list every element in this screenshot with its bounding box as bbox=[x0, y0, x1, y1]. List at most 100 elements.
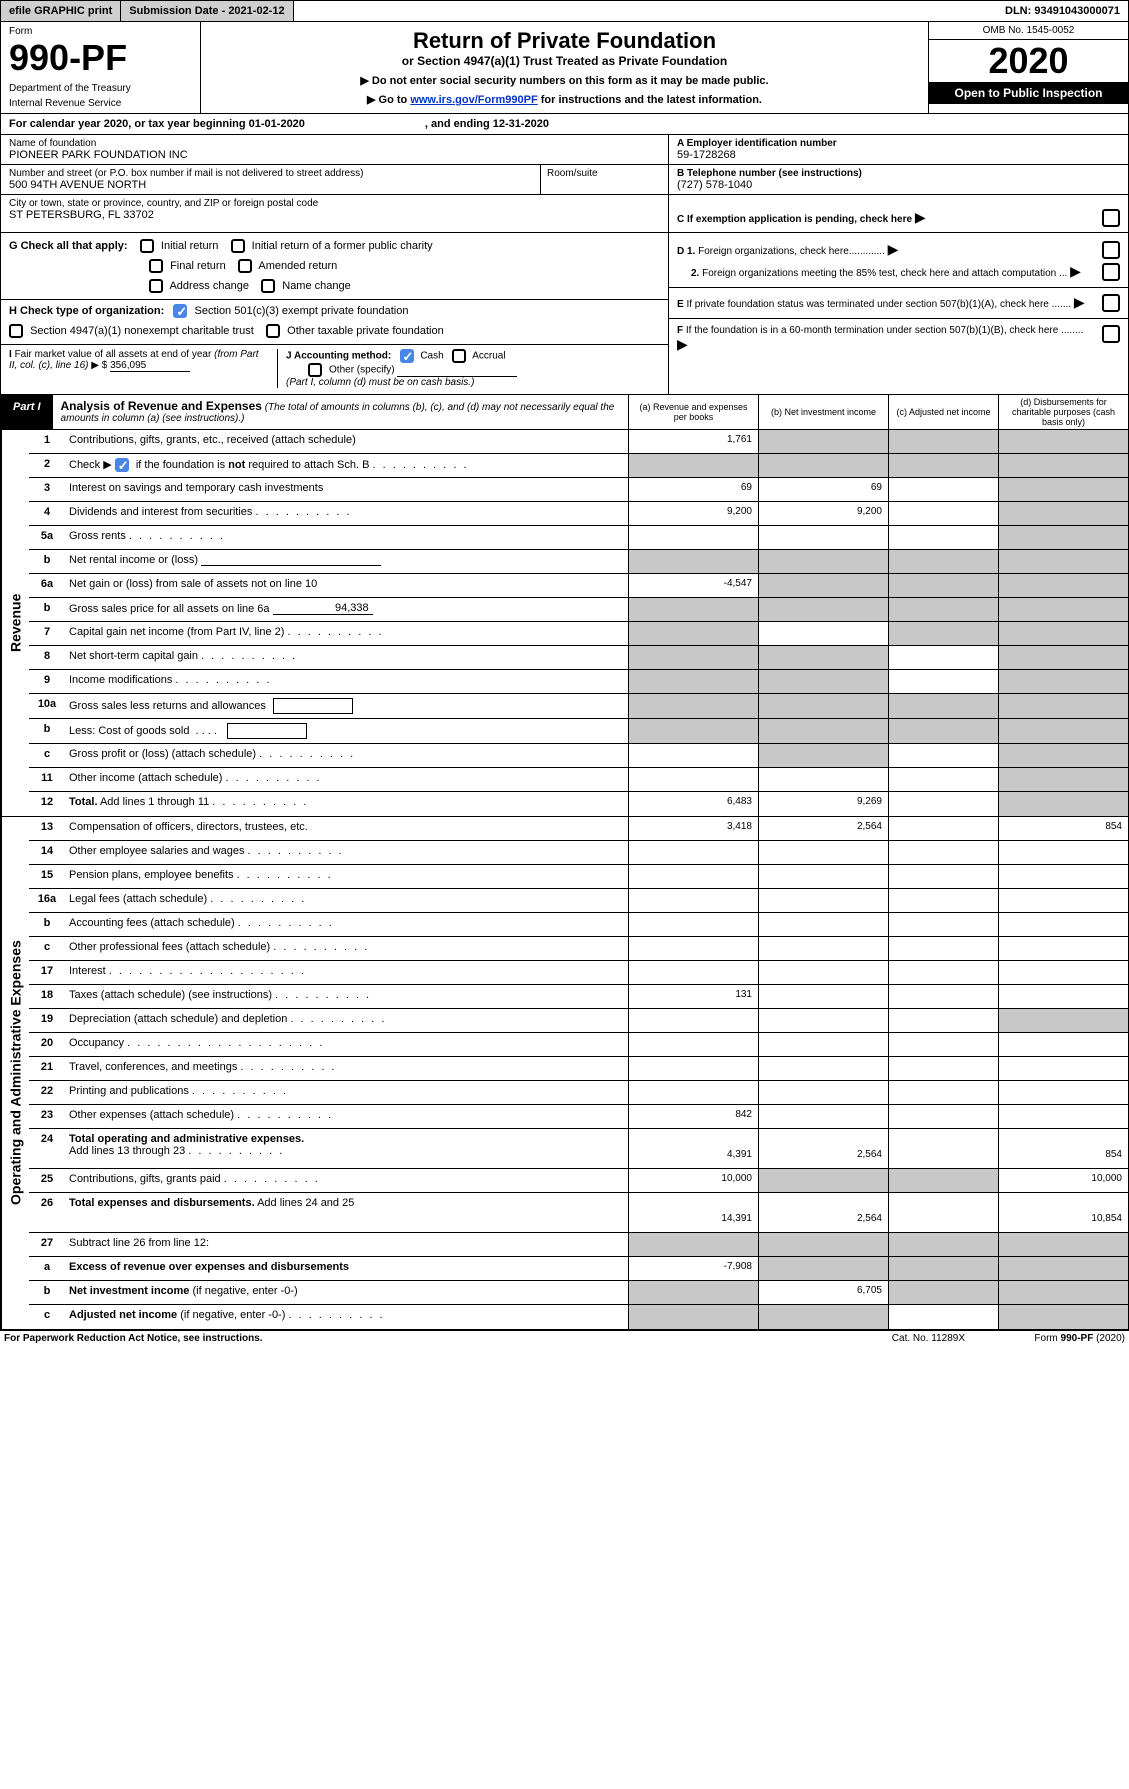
city: ST PETERSBURG, FL 33702 bbox=[9, 209, 660, 221]
fmv-value: 356,095 bbox=[110, 360, 190, 372]
room-label: Room/suite bbox=[547, 168, 660, 179]
address: 500 94TH AVENUE NORTH bbox=[9, 179, 540, 191]
row-8: 8 Net short-term capital gain bbox=[29, 646, 1128, 670]
e-checkbox[interactable] bbox=[1102, 294, 1120, 312]
d1-label: Foreign organizations, check here.......… bbox=[698, 246, 885, 257]
goto-note: ▶ Go to www.irs.gov/Form990PF for instru… bbox=[209, 93, 920, 106]
final-return-checkbox[interactable] bbox=[149, 259, 163, 273]
col-d-header: (d) Disbursements for charitable purpose… bbox=[998, 395, 1128, 429]
j-note: (Part I, column (d) must be on cash basi… bbox=[286, 377, 474, 388]
initial-former-checkbox[interactable] bbox=[231, 239, 245, 253]
d2-label: Foreign organizations meeting the 85% te… bbox=[702, 268, 1067, 279]
row-24: 24 Total operating and administrative ex… bbox=[29, 1129, 1128, 1169]
identification-block: Name of foundation PIONEER PARK FOUNDATI… bbox=[0, 135, 1129, 233]
form-header: Form 990-PF Department of the Treasury I… bbox=[0, 22, 1129, 114]
row-25: 25 Contributions, gifts, grants paid 10,… bbox=[29, 1169, 1128, 1193]
calendar-ending: , and ending 12-31-2020 bbox=[425, 118, 549, 130]
row-4: 4 Dividends and interest from securities… bbox=[29, 502, 1128, 526]
cash-checkbox[interactable] bbox=[400, 349, 414, 363]
other-taxable-checkbox[interactable] bbox=[266, 324, 280, 338]
row-22: 22 Printing and publications bbox=[29, 1081, 1128, 1105]
foundation-name: PIONEER PARK FOUNDATION INC bbox=[9, 149, 660, 161]
row-10b: b Less: Cost of goods sold . . . . bbox=[29, 719, 1128, 744]
ein: 59-1728268 bbox=[677, 149, 1120, 161]
paperwork-notice: For Paperwork Reduction Act Notice, see … bbox=[4, 1333, 892, 1344]
part1-header: Part I Analysis of Revenue and Expenses … bbox=[0, 395, 1129, 430]
row-27a: a Excess of revenue over expenses and di… bbox=[29, 1257, 1128, 1281]
row-6b: b Gross sales price for all assets on li… bbox=[29, 598, 1128, 622]
d1-checkbox[interactable] bbox=[1102, 241, 1120, 259]
dept-label: Department of the Treasury bbox=[9, 83, 192, 94]
row-16a: 16a Legal fees (attach schedule) bbox=[29, 889, 1128, 913]
row-13: 13 Compensation of officers, directors, … bbox=[29, 817, 1128, 841]
phone-label: B Telephone number (see instructions) bbox=[677, 168, 862, 179]
col-a-header: (a) Revenue and expenses per books bbox=[628, 395, 758, 429]
row-27b: b Net investment income (if negative, en… bbox=[29, 1281, 1128, 1305]
row-21: 21 Travel, conferences, and meetings bbox=[29, 1057, 1128, 1081]
schb-checkbox[interactable] bbox=[115, 458, 129, 472]
amended-return-checkbox[interactable] bbox=[238, 259, 252, 273]
expenses-grid: Operating and Administrative Expenses 13… bbox=[0, 817, 1129, 1330]
row-6a: 6a Net gain or (loss) from sale of asset… bbox=[29, 574, 1128, 598]
row-10c: c Gross profit or (loss) (attach schedul… bbox=[29, 744, 1128, 768]
row-15: 15 Pension plans, employee benefits bbox=[29, 865, 1128, 889]
accrual-checkbox[interactable] bbox=[452, 349, 466, 363]
501c3-checkbox[interactable] bbox=[173, 304, 187, 318]
revenue-sidelabel: Revenue bbox=[1, 430, 29, 816]
dln: DLN: 93491043000071 bbox=[997, 1, 1128, 21]
row-23: 23 Other expenses (attach schedule) 842 bbox=[29, 1105, 1128, 1129]
row-19: 19 Depreciation (attach schedule) and de… bbox=[29, 1009, 1128, 1033]
row-12: 12 Total. Add lines 1 through 11 6,483 9… bbox=[29, 792, 1128, 816]
f-checkbox[interactable] bbox=[1102, 325, 1120, 343]
row-1: 1 Contributions, gifts, grants, etc., re… bbox=[29, 430, 1128, 454]
row-5a: 5a Gross rents bbox=[29, 526, 1128, 550]
col-b-header: (b) Net investment income bbox=[758, 395, 888, 429]
row-2: 2 Check ▶ if the foundation is not requi… bbox=[29, 454, 1128, 478]
row-10a: 10a Gross sales less returns and allowan… bbox=[29, 694, 1128, 719]
irs-label: Internal Revenue Service bbox=[9, 98, 192, 109]
address-change-checkbox[interactable] bbox=[149, 279, 163, 293]
form-title: Return of Private Foundation bbox=[209, 28, 920, 54]
efile-label[interactable]: efile GRAPHIC print bbox=[1, 1, 121, 21]
row-11: 11 Other income (attach schedule) bbox=[29, 768, 1128, 792]
part1-title: Analysis of Revenue and Expenses bbox=[61, 399, 262, 413]
other-method-checkbox[interactable] bbox=[308, 363, 322, 377]
omb-number: OMB No. 1545-0052 bbox=[929, 22, 1128, 40]
col-c-header: (c) Adjusted net income bbox=[888, 395, 998, 429]
row-27: 27 Subtract line 26 from line 12: bbox=[29, 1233, 1128, 1257]
cat-no: Cat. No. 11289X bbox=[892, 1333, 965, 1344]
row-26: 26 Total expenses and disbursements. Add… bbox=[29, 1193, 1128, 1233]
exemption-label: C If exemption application is pending, c… bbox=[677, 214, 912, 225]
part1-label: Part I bbox=[1, 395, 53, 429]
ssn-note: ▶ Do not enter social security numbers o… bbox=[209, 74, 920, 87]
calendar-begin: For calendar year 2020, or tax year begi… bbox=[9, 118, 305, 130]
revenue-grid: Revenue 1 Contributions, gifts, grants, … bbox=[0, 430, 1129, 817]
check-section: G Check all that apply: Initial return I… bbox=[0, 233, 1129, 395]
submission-date: Submission Date - 2021-02-12 bbox=[121, 1, 293, 21]
row-16b: b Accounting fees (attach schedule) bbox=[29, 913, 1128, 937]
row-17: 17 Interest bbox=[29, 961, 1128, 985]
exemption-checkbox[interactable] bbox=[1102, 209, 1120, 227]
tax-year: 2020 bbox=[929, 40, 1128, 82]
phone: (727) 578-1040 bbox=[677, 179, 1120, 191]
irs-link[interactable]: www.irs.gov/Form990PF bbox=[410, 94, 537, 106]
form-footer: Form 990-PF (2020) bbox=[965, 1333, 1125, 1344]
expenses-sidelabel: Operating and Administrative Expenses bbox=[1, 817, 29, 1329]
calendar-row: For calendar year 2020, or tax year begi… bbox=[0, 114, 1129, 135]
form-number: 990-PF bbox=[9, 37, 192, 79]
4947-checkbox[interactable] bbox=[9, 324, 23, 338]
row-18: 18 Taxes (attach schedule) (see instruct… bbox=[29, 985, 1128, 1009]
initial-return-checkbox[interactable] bbox=[140, 239, 154, 253]
foundation-name-label: Name of foundation bbox=[9, 138, 660, 149]
g-label: G Check all that apply: bbox=[9, 240, 128, 252]
row-14: 14 Other employee salaries and wages bbox=[29, 841, 1128, 865]
h-label: H Check type of organization: bbox=[9, 305, 164, 317]
page-footer: For Paperwork Reduction Act Notice, see … bbox=[0, 1330, 1129, 1346]
row-20: 20 Occupancy bbox=[29, 1033, 1128, 1057]
j-label: J Accounting method: bbox=[286, 351, 391, 362]
d2-checkbox[interactable] bbox=[1102, 263, 1120, 281]
row-7: 7 Capital gain net income (from Part IV,… bbox=[29, 622, 1128, 646]
name-change-checkbox[interactable] bbox=[261, 279, 275, 293]
topbar: efile GRAPHIC print Submission Date - 20… bbox=[0, 0, 1129, 22]
f-label: If the foundation is in a 60-month termi… bbox=[686, 325, 1083, 336]
